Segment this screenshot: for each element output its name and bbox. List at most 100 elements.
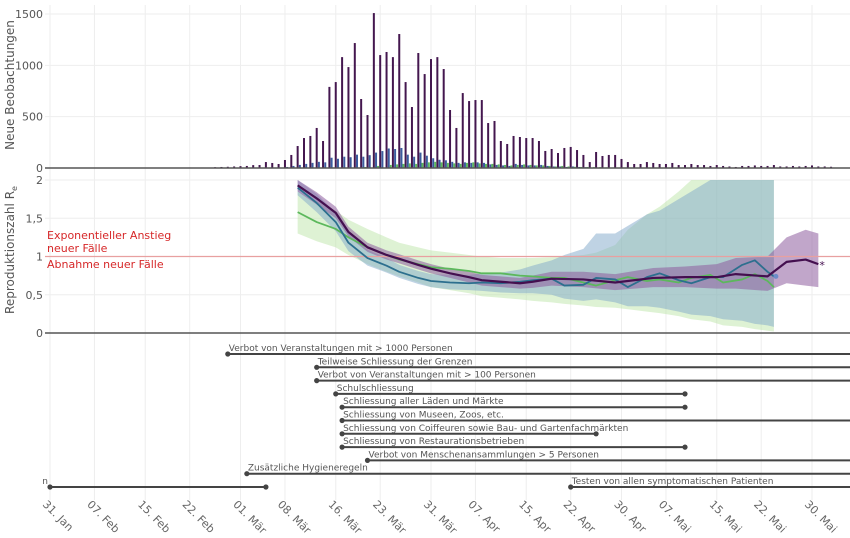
bar-fälle (309, 135, 312, 168)
measure-start-dot (568, 484, 574, 490)
bar-fälle (353, 43, 356, 168)
bar-fälle (379, 55, 382, 168)
bar-hospitalisierungen (400, 147, 403, 168)
measure-start-dot (225, 351, 231, 357)
x-tick-label: 15. Feb (135, 498, 173, 536)
bar-todesfälle (542, 165, 545, 168)
bar-hospitalisierungen (298, 164, 301, 168)
bar-hospitalisierungen (317, 161, 320, 168)
bar-hospitalisierungen (349, 157, 352, 168)
bar-fälle (785, 166, 788, 168)
measure-start-dot (339, 431, 345, 437)
bar-fälle (315, 127, 318, 168)
bar-hospitalisierungen (387, 148, 390, 168)
x-tick-label: 23. Mär (370, 498, 409, 537)
bar-hospitalisierungen (356, 154, 358, 168)
x-tick-label: 07. Mai (656, 498, 694, 536)
bar-hospitalisierungen (381, 151, 384, 168)
bar-fälle (741, 165, 744, 168)
bar-todesfälle (567, 166, 570, 168)
bar-hospitalisierungen (419, 152, 422, 168)
bar-todesfälle (446, 162, 449, 168)
bar-fälle (487, 123, 490, 168)
bar-fälle (252, 165, 255, 168)
bar-fälle (620, 158, 623, 168)
bar-fälle (468, 101, 471, 168)
measure-label: Schulschliessung (337, 384, 414, 394)
measure-row: Schulschliessung (333, 384, 688, 397)
measure-row: Schliessung von Restaurationsbetrieben (339, 437, 688, 450)
bar-hospitalisierungen (457, 162, 460, 168)
bar-fälle (684, 165, 686, 168)
r-y-axis-label: Reproduktionszahl Re (3, 186, 19, 314)
bar-hospitalisierungen (406, 154, 409, 168)
r-y-tick-label: 1 (36, 251, 43, 264)
bar-fälle (817, 166, 820, 168)
bar-fälle (747, 165, 750, 168)
bar-fälle (690, 163, 693, 168)
measure-row: Verbot von Menschenansammlungen > 5 Pers… (364, 450, 850, 463)
bar-todesfälle (478, 163, 481, 168)
bar-hospitalisierungen (463, 162, 466, 168)
measure-label: Verbot von Veranstaltungen mit > 100 Per… (318, 371, 536, 381)
bar-fälle (728, 166, 731, 168)
r-confidence-bands (297, 180, 819, 332)
bar-fälle (290, 154, 293, 168)
bar-hospitalisierungen (540, 164, 543, 168)
x-tick-label: 07. Apr (465, 498, 503, 536)
bar-todesfälle (491, 163, 494, 168)
bar-hospitalisierungen (432, 158, 435, 168)
bar-fälle (582, 154, 585, 168)
bar-todesfälle (459, 163, 462, 168)
bar-fälle (366, 115, 369, 168)
bar-todesfälle (408, 163, 411, 168)
bar-fälle (614, 154, 617, 168)
x-tick-label: 08. Mär (275, 498, 314, 537)
bar-hospitalisierungen (552, 166, 555, 168)
bar-fälle (385, 51, 388, 169)
measure-end-dot (682, 444, 688, 450)
bar-fälle (664, 163, 667, 168)
bar-todesfälle (523, 164, 526, 168)
bar-fälle (772, 165, 775, 168)
bar-todesfälle (465, 162, 468, 168)
bar-fälle (328, 86, 331, 168)
measure-start-dot (364, 457, 371, 463)
measure-label: Verbot von Menschenansammlungen > 5 Pers… (369, 450, 599, 460)
r-lines: * (297, 184, 825, 289)
bar-todesfälle (453, 163, 456, 168)
measure-label: Schliessung von Restaurationsbetrieben (343, 437, 524, 447)
bar-todesfälle (510, 165, 513, 168)
bar-fälle (671, 162, 674, 168)
bar-hospitalisierungen (521, 164, 524, 168)
bar-fälle (645, 162, 648, 168)
bar-todesfälle (548, 165, 551, 168)
x-tick-label: 22. Mai (751, 498, 789, 536)
bar-fälle (715, 165, 718, 168)
top-y-tick-label: 1000 (15, 59, 43, 72)
bar-todesfälle (504, 164, 507, 168)
measure-row: Verbot von Veranstaltungen mit > 100 Per… (314, 371, 850, 384)
bar-fälle (449, 109, 452, 168)
bar-fälle (696, 165, 699, 168)
measure-row: Zusätzliche Hygieneregeln (244, 464, 850, 477)
bar-hospitalisierungen (527, 165, 530, 168)
bar-hospitalisierungen (495, 164, 498, 168)
bar-fälle (372, 13, 375, 168)
bar-hospitalisierungen (451, 161, 454, 168)
measure-label: Teilweise Schliessung der Grenzen (317, 357, 473, 367)
bar-fälle (430, 59, 432, 169)
bar-hospitalisierungen (336, 158, 339, 168)
bar-fälle (512, 135, 515, 168)
measure-start-dot (339, 404, 345, 410)
bar-hospitalisierungen (559, 166, 562, 168)
measure-label: Verbot von Veranstaltungen mit > 1000 Pe… (229, 344, 453, 354)
bar-fälle (709, 165, 712, 168)
measures-timeline: Verbot von Veranstaltungen mit > 1000 Pe… (42, 344, 850, 490)
bar-fälle (626, 162, 629, 168)
bar-hospitalisierungen (502, 165, 505, 168)
bar-fälle (360, 99, 363, 168)
bar-fälle (633, 163, 636, 168)
bar-hospitalisierungen (470, 162, 473, 168)
